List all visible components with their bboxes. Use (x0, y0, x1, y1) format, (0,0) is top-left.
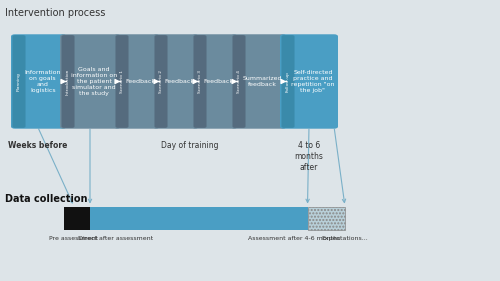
FancyBboxPatch shape (308, 207, 345, 230)
Text: Self-directed
practice and
repetition "on
the job": Self-directed practice and repetition "o… (291, 70, 335, 93)
FancyBboxPatch shape (194, 35, 206, 128)
FancyBboxPatch shape (154, 35, 168, 128)
Text: Goals and
information on
the patient
simulator and
the study: Goals and information on the patient sim… (71, 67, 118, 96)
Text: Scenario 2: Scenario 2 (159, 70, 163, 93)
Text: Expectations...: Expectations... (322, 236, 368, 241)
Text: Feedback: Feedback (204, 79, 234, 84)
Text: Scenario 4: Scenario 4 (237, 70, 241, 93)
Text: Weeks before: Weeks before (8, 140, 67, 149)
FancyBboxPatch shape (282, 35, 294, 128)
Text: Scenario 1: Scenario 1 (120, 70, 124, 93)
Text: 4 to 6
months
after: 4 to 6 months after (294, 140, 324, 172)
Text: Data collection: Data collection (5, 194, 87, 204)
FancyBboxPatch shape (12, 35, 26, 128)
FancyBboxPatch shape (114, 34, 160, 129)
Text: Scenario 3: Scenario 3 (198, 70, 202, 93)
FancyBboxPatch shape (192, 34, 238, 129)
FancyBboxPatch shape (280, 34, 338, 129)
Text: Follow-up: Follow-up (286, 71, 290, 92)
Text: Planning: Planning (17, 72, 21, 91)
Text: Summarized
feedback: Summarized feedback (243, 76, 282, 87)
Text: Intervention process: Intervention process (5, 8, 105, 19)
FancyBboxPatch shape (62, 35, 74, 128)
FancyBboxPatch shape (232, 35, 245, 128)
FancyBboxPatch shape (11, 34, 66, 129)
Text: Feedback: Feedback (126, 79, 156, 84)
FancyBboxPatch shape (64, 207, 90, 230)
Text: Feedback: Feedback (164, 79, 195, 84)
Text: Direct after assessment: Direct after assessment (78, 236, 154, 241)
FancyBboxPatch shape (153, 34, 198, 129)
Text: Introduction: Introduction (66, 68, 70, 95)
FancyBboxPatch shape (60, 34, 120, 129)
Text: Day of training: Day of training (161, 140, 219, 149)
FancyBboxPatch shape (231, 34, 286, 129)
Text: Assessment after 4-6 months: Assessment after 4-6 months (248, 236, 340, 241)
Text: Pre assessment: Pre assessment (50, 236, 98, 241)
Text: Information
on goals
and
logistics: Information on goals and logistics (24, 70, 61, 93)
FancyBboxPatch shape (90, 207, 308, 230)
FancyBboxPatch shape (116, 35, 128, 128)
